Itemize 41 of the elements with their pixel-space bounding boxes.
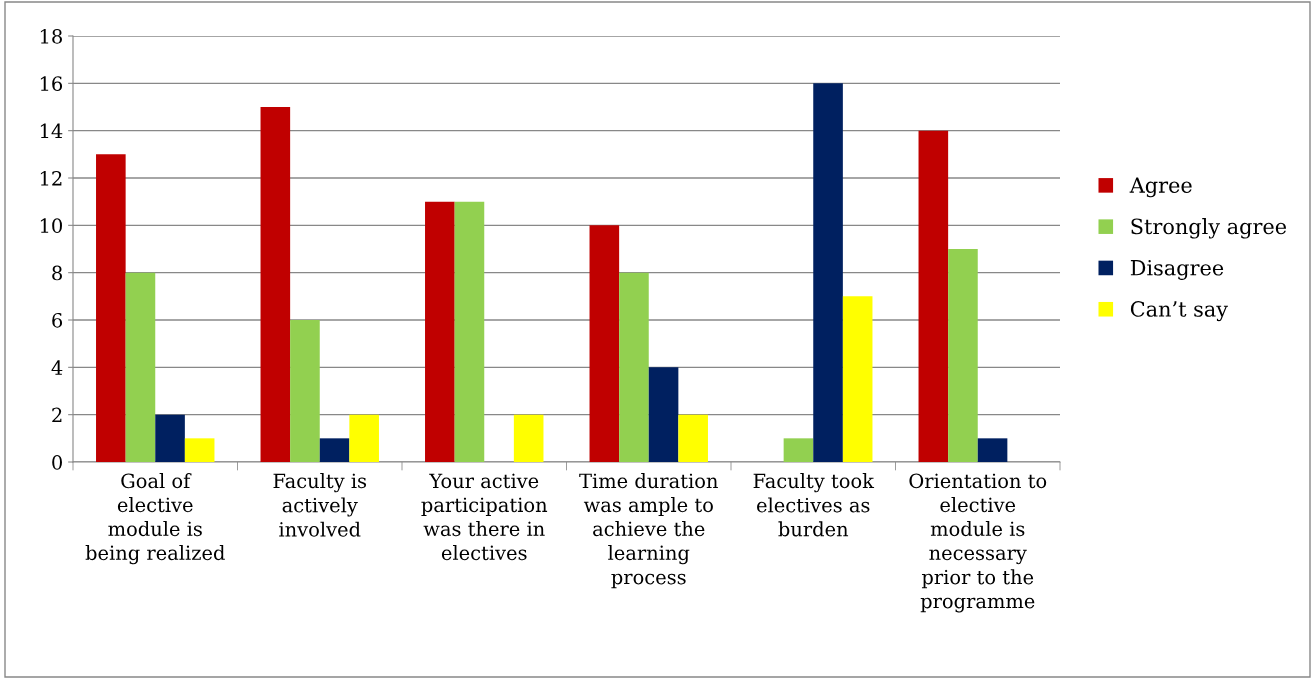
legend-label: Disagree (1130, 259, 1224, 280)
x-tick-label: Orientation to elective module is necessary prior to the programme (909, 473, 1047, 613)
bar (125, 272, 156, 462)
bar (918, 130, 949, 462)
y-tick-label: 10 (40, 218, 62, 233)
bar (948, 249, 978, 462)
bar (619, 272, 649, 462)
y-tick-label: 8 (52, 265, 62, 281)
bar (425, 201, 455, 462)
bar (842, 296, 873, 462)
bar (319, 438, 350, 462)
x-tick-label: Faculty took electives as burden (753, 473, 875, 537)
bar (260, 107, 291, 462)
bar (813, 83, 843, 462)
bar (349, 414, 379, 462)
x-tick-label: Your active participation was there in electives (421, 473, 548, 561)
bar (678, 414, 708, 462)
legend-label: Strongly agree (1131, 218, 1287, 239)
y-tick-label: 4 (51, 360, 63, 375)
y-tick-label: 6 (52, 312, 63, 328)
x-tick-label: Faculty is actively involved (273, 473, 367, 537)
bar (96, 154, 126, 462)
legend-label: Agree (1129, 177, 1192, 198)
bar (648, 367, 679, 462)
y-tick-label: 16 (40, 76, 63, 91)
bar (513, 414, 544, 462)
x-tick-label: Goal of elective module is being realized (85, 473, 225, 565)
y-tick-label: 14 (40, 123, 63, 139)
y-tick-label: 18 (40, 28, 62, 44)
y-tick-label: 12 (40, 170, 62, 186)
bar (184, 438, 215, 462)
bar (155, 414, 185, 462)
legend-label: Can’t say (1130, 301, 1228, 322)
bar (977, 438, 1008, 462)
x-tick-label: Time duration was ample to achieve the learning process (579, 473, 718, 589)
bar (290, 320, 320, 462)
bar (589, 225, 620, 462)
bar (454, 201, 485, 462)
y-tick-label: 2 (52, 407, 62, 423)
bar (783, 438, 814, 462)
y-tick-label: 0 (52, 454, 62, 470)
